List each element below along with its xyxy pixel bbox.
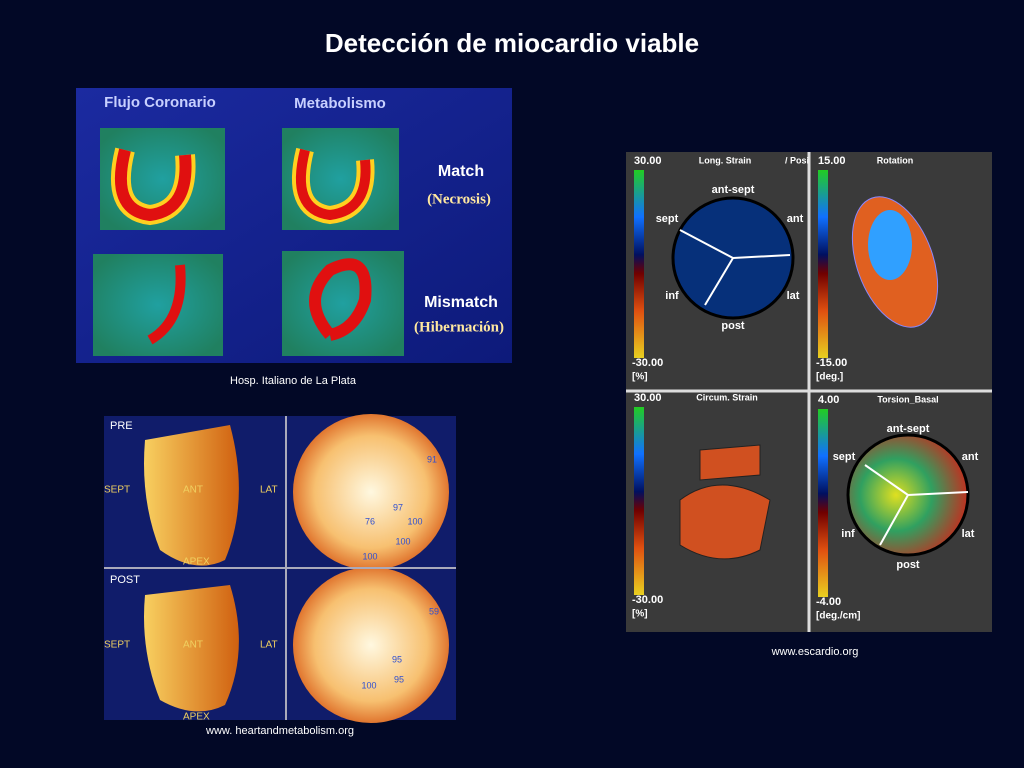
segment-label: lat — [962, 528, 975, 540]
polar-value: 95 — [392, 654, 402, 664]
scale-max: 30.00 — [634, 155, 662, 167]
strain-images — [626, 152, 992, 632]
polar-value: 100 — [362, 551, 377, 561]
row-label: Match — [438, 163, 484, 180]
panel-title-extra: / Posi — [785, 155, 809, 165]
scale-max: 15.00 — [818, 155, 846, 167]
spect-images — [104, 414, 456, 723]
scale-unit: [%] — [632, 372, 648, 383]
wall-label: APEX — [183, 557, 210, 568]
segment-label: ant-sept — [887, 423, 930, 435]
segment-label: ant — [962, 451, 979, 463]
polar-value: 59 — [429, 606, 439, 616]
row-label: POST — [110, 574, 140, 586]
panel-title: Rotation — [877, 155, 914, 165]
slide-title: Detección de miocardio viable — [325, 28, 699, 58]
segment-label: inf — [841, 528, 855, 540]
scale-unit: [deg.] — [816, 372, 843, 383]
wall-label: SEPT — [104, 485, 130, 496]
segment-label: ant-sept — [712, 184, 755, 196]
polar-value: 95 — [394, 674, 404, 684]
scale-min: -4.00 — [816, 596, 841, 608]
row-sublabel: (Hibernación) — [414, 319, 504, 335]
scale-unit: [%] — [632, 609, 648, 620]
perfusion-images — [93, 128, 404, 356]
caption: Hosp. Italiano de La Plata — [230, 375, 357, 387]
polar-value: 100 — [395, 536, 410, 546]
wall-label: ANT — [183, 640, 203, 651]
scale-min: -30.00 — [632, 594, 663, 606]
column-header: Metabolismo — [294, 95, 386, 112]
wall-label: LAT — [260, 640, 278, 651]
color-bar — [818, 170, 828, 358]
row-label: Mismatch — [424, 294, 498, 311]
polar-value: 100 — [407, 516, 422, 526]
segment-label: sept — [656, 213, 679, 225]
panel-title: Long. Strain — [699, 155, 752, 165]
segment-label: post — [896, 559, 920, 571]
scale-min: -15.00 — [816, 357, 847, 369]
polar-value: 91 — [427, 454, 437, 464]
wall-label: SEPT — [104, 640, 130, 651]
wall-label: APEX — [183, 712, 210, 723]
polar-value: 97 — [393, 502, 403, 512]
panel-title: Circum. Strain — [696, 392, 758, 402]
wall-label: LAT — [260, 485, 278, 496]
segment-label: post — [721, 320, 745, 332]
segment-label: lat — [787, 290, 800, 302]
scale-max: 30.00 — [634, 392, 662, 404]
scale-min: -30.00 — [632, 357, 663, 369]
segment-label: inf — [665, 290, 679, 302]
row-sublabel: (Necrosis) — [427, 191, 491, 207]
caption: www. heartandmetabolism.org — [205, 725, 354, 737]
wall-label: ANT — [183, 485, 203, 496]
polar-value: 100 — [361, 680, 376, 690]
segment-label: ant — [787, 213, 804, 225]
panel-title: Torsion_Basal — [877, 394, 938, 404]
row-label: PRE — [110, 420, 133, 432]
column-header: Flujo Coronario — [104, 94, 216, 111]
polar-value: 76 — [365, 516, 375, 526]
scale-unit: [deg./cm] — [816, 611, 860, 622]
scale-max: 4.00 — [818, 394, 839, 406]
color-bar — [818, 409, 828, 597]
segment-label: sept — [833, 451, 856, 463]
color-bar — [634, 170, 644, 358]
caption: www.escardio.org — [771, 646, 859, 658]
color-bar — [634, 407, 644, 595]
